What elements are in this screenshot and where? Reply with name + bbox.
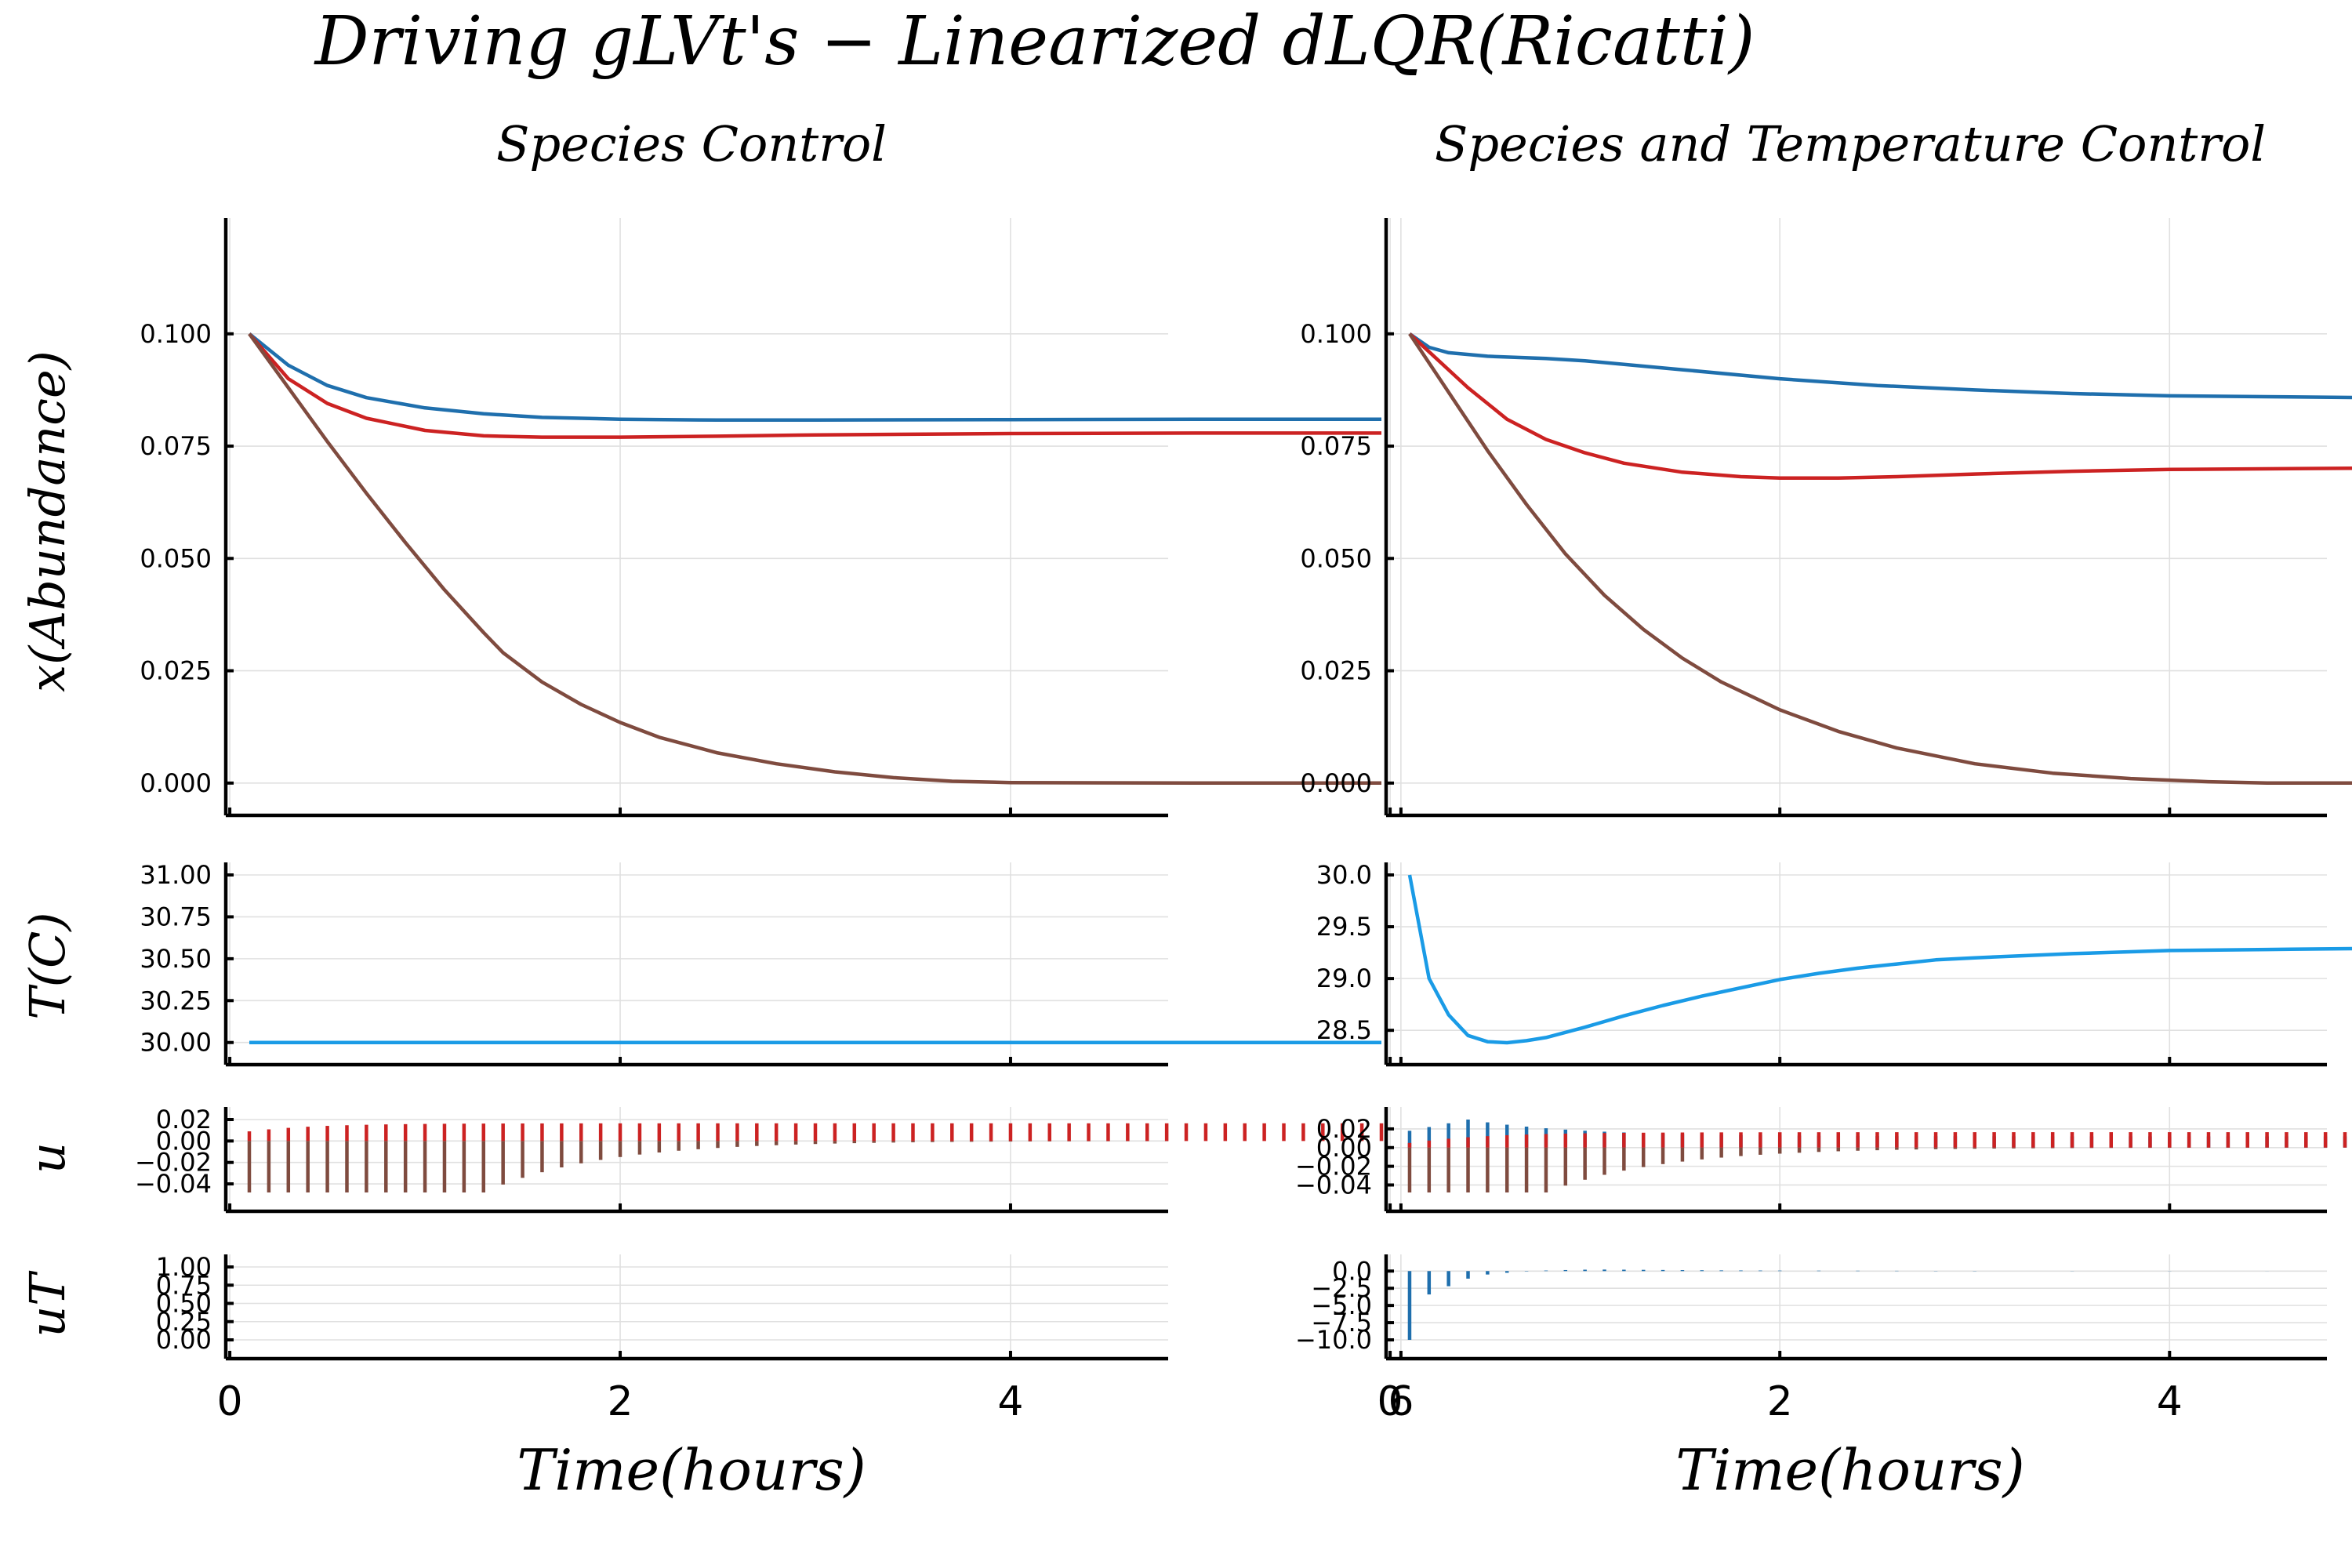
y-tick-label: 0.025 [140, 656, 212, 686]
x-tick-label: 4 [2157, 1378, 2183, 1425]
right-column-title: Species and Temperature Control [1435, 115, 2266, 172]
y-tick-label: 0.00 [156, 1126, 212, 1156]
panel-species-temp-uT: −10.0−7.5−5.0−2.50.0 0 2 4 6 [1295, 1254, 2327, 1425]
panel-species-u: −0.04−0.020.000.02 [135, 1105, 1403, 1214]
y-tick-label: −7.5 [1311, 1308, 1372, 1338]
left-xlabel: Time(hours) [517, 1437, 866, 1503]
panel-species-temp-temperature: 28.5 29.0 29.5 30.0 [1316, 860, 2352, 1067]
left-column-title: Species Control [496, 115, 887, 172]
right-xlabel: Time(hours) [1675, 1437, 2025, 1503]
x-tick-label: 4 [997, 1378, 1023, 1425]
y-tick-label: 29.5 [1316, 912, 1372, 942]
y-tick-label: 0.075 [1300, 431, 1372, 461]
y-tick-label: 0.075 [140, 431, 212, 461]
ylabel-uT: uT [19, 1270, 76, 1338]
y-tick-label: 29.0 [1316, 964, 1372, 993]
y-tick-label: −0.02 [1295, 1152, 1372, 1181]
panel-species-temp-u: −0.04−0.020.000.02 [1295, 1107, 2347, 1214]
series-line-2 [1408, 332, 2352, 786]
y-tick-label: −5.0 [1311, 1290, 1372, 1320]
y-tick-label: 0.02 [1316, 1114, 1372, 1144]
ylabel-u: u [19, 1142, 76, 1174]
panel-species-uT: 0.000.250.500.751.000 2 4 6 [156, 1252, 1414, 1425]
y-tick-label: 0.75 [156, 1270, 212, 1300]
y-tick-label: 0.0 [1332, 1256, 1372, 1286]
y-tick-label: 28.5 [1316, 1015, 1372, 1045]
y-tick-label: 0.50 [156, 1289, 212, 1319]
figure-title: Driving gLVt's − Linearized dLQR(Ricatti… [314, 2, 1755, 81]
series-line-0 [248, 332, 1381, 423]
series-line-1 [248, 332, 1381, 439]
x-tick-label: 2 [1767, 1378, 1793, 1425]
series-line-1 [1408, 332, 2352, 480]
y-tick-label: −0.02 [135, 1148, 212, 1178]
y-tick-label: 0.100 [140, 319, 212, 349]
panels: 0.0000.0250.0500.0750.1000.0000.0250.050… [135, 218, 2352, 1425]
x-tick-label: 0 [1377, 1378, 1403, 1425]
y-tick-label: −10.0 [1295, 1325, 1372, 1355]
x-tick-label: 2 [607, 1378, 633, 1425]
y-tick-label: 0.025 [1300, 656, 1372, 686]
y-tick-label: 30.75 [140, 902, 212, 931]
y-tick-label: 31.00 [140, 860, 212, 890]
y-tick-label: 30.25 [140, 985, 212, 1015]
ylabel-abundance: x(Abundance) [19, 350, 76, 692]
ylabel-temperature: T(C) [19, 912, 76, 1019]
y-tick-label: −0.04 [1295, 1170, 1372, 1200]
y-tick-label: 0.100 [1300, 319, 1372, 349]
y-tick-label: 0.050 [1300, 543, 1372, 573]
panel-species-abundance: 0.000 0.025 0.050 0.075 0.100 [140, 218, 1403, 818]
y-tick-label: −0.04 [135, 1169, 212, 1199]
y-tick-label: 0.00 [156, 1325, 212, 1355]
series-line-0 [1408, 332, 2352, 400]
y-tick-label: 0.050 [140, 543, 212, 573]
y-tick-label: 30.00 [140, 1028, 212, 1058]
series-line-2 [248, 332, 1381, 786]
panel-species-temp-abundance: 0.000 0.025 0.050 0.075 0.100 [1300, 218, 2352, 818]
x-tick-label: 0 [217, 1378, 243, 1425]
x-tick-label: 6 [1388, 1378, 1414, 1425]
y-tick-label: 0.000 [1300, 768, 1372, 798]
y-tick-label: 0.02 [156, 1105, 212, 1134]
y-tick-label: −2.5 [1311, 1273, 1372, 1303]
y-tick-label: 1.00 [156, 1252, 212, 1282]
y-tick-label: 0.25 [156, 1307, 212, 1337]
y-tick-label: 0.000 [140, 768, 212, 798]
y-tick-label: 0.00 [1316, 1133, 1372, 1163]
y-tick-label: 30.50 [140, 944, 212, 974]
series-line-0 [1407, 874, 2352, 1045]
y-tick-label: 30.0 [1316, 860, 1372, 890]
panel-species-temperature: 30.00 30.25 30.50 30.75 31.00 [140, 860, 1403, 1067]
